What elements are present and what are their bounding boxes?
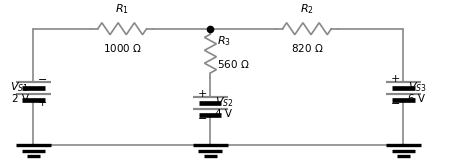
Text: $-$: $-$ bbox=[197, 112, 207, 122]
Text: $+$: $+$ bbox=[197, 88, 207, 99]
Text: 820 $\Omega$: 820 $\Omega$ bbox=[291, 42, 323, 54]
Text: $R_2$: $R_2$ bbox=[300, 2, 314, 16]
Text: 2 V: 2 V bbox=[12, 94, 29, 104]
Text: $V_{S1}$: $V_{S1}$ bbox=[10, 80, 29, 94]
Text: 6 V: 6 V bbox=[408, 94, 425, 104]
Text: $R_3$: $R_3$ bbox=[218, 34, 231, 48]
Text: $V_{S2}$: $V_{S2}$ bbox=[215, 95, 234, 109]
Text: $R_1$: $R_1$ bbox=[115, 2, 129, 16]
Text: $+$: $+$ bbox=[36, 97, 47, 108]
Text: $-$: $-$ bbox=[390, 97, 400, 107]
Text: 1000 $\Omega$: 1000 $\Omega$ bbox=[103, 42, 142, 54]
Text: $V_{S3}$: $V_{S3}$ bbox=[408, 80, 427, 94]
Text: $-$: $-$ bbox=[36, 73, 47, 83]
Text: 560 $\Omega$: 560 $\Omega$ bbox=[218, 58, 250, 70]
Text: 4 V: 4 V bbox=[215, 109, 232, 119]
Text: $+$: $+$ bbox=[390, 73, 400, 84]
